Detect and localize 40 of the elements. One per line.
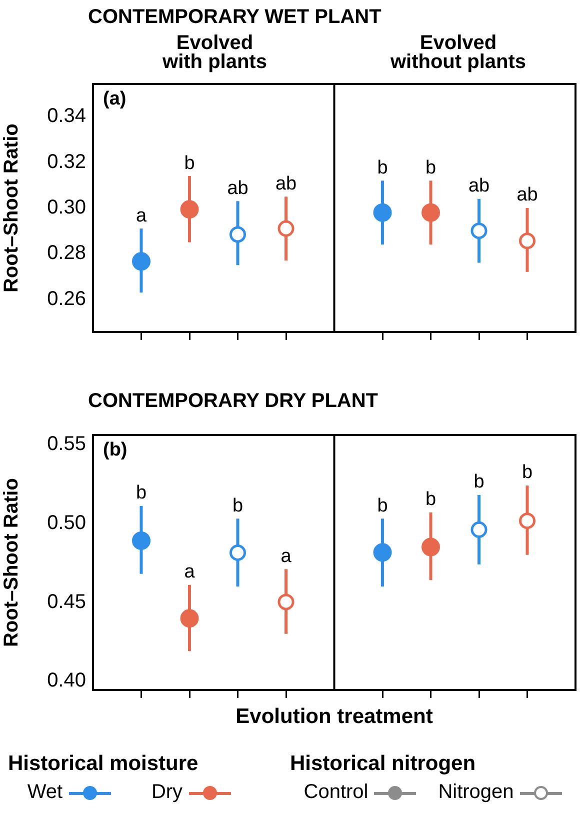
data-label: ab bbox=[468, 176, 490, 197]
y-axis-title: Root–Shoot Ratio bbox=[0, 124, 23, 292]
y-tick-label: 0.45 bbox=[47, 590, 86, 613]
y-tick-label: 0.34 bbox=[47, 105, 86, 128]
y-tick-label: 0.50 bbox=[47, 512, 86, 534]
y-axis-title: Root–Shoot Ratio bbox=[0, 478, 23, 647]
text: Historical nitrogen bbox=[290, 752, 477, 776]
data-label: ab bbox=[516, 184, 538, 206]
data-label: b bbox=[232, 495, 244, 516]
x-tick-label: Evolved without plants bbox=[389, 32, 528, 73]
category-label: Nitrogen bbox=[438, 781, 514, 803]
data-label: b bbox=[136, 482, 147, 504]
data-label: a bbox=[184, 562, 196, 583]
data-label: ab bbox=[275, 173, 297, 194]
data-label: b bbox=[377, 157, 388, 178]
annotation: (b) bbox=[103, 440, 128, 461]
legend-label: Dry bbox=[151, 781, 183, 803]
legend-title: Historical moisture bbox=[8, 752, 200, 776]
data-label: ab bbox=[227, 178, 248, 199]
y-tick-label: 0.28 bbox=[47, 242, 86, 264]
data-label: b bbox=[377, 495, 388, 516]
x-tick-label: Evolved with plants bbox=[162, 32, 268, 73]
chart-title: CONTEMPORARY DRY PLANT bbox=[88, 390, 378, 413]
annotation: (a) bbox=[103, 88, 126, 110]
data-label: a bbox=[136, 205, 147, 226]
data-label: b bbox=[425, 489, 436, 510]
data-label: b bbox=[425, 157, 436, 178]
y-tick-label: 0.55 bbox=[47, 432, 86, 455]
legend-label: Wet bbox=[27, 781, 63, 803]
y-tick-label: 0.32 bbox=[47, 150, 86, 173]
chart-title: CONTEMPORARY WET PLANT bbox=[88, 6, 382, 29]
data-label: a bbox=[280, 546, 292, 567]
category-label: Control bbox=[304, 781, 368, 803]
y-tick-label: 0.26 bbox=[47, 288, 86, 310]
data-label: b bbox=[522, 462, 533, 484]
x-axis-title: Evolution treatment bbox=[236, 705, 433, 728]
y-tick-label: 0.40 bbox=[47, 670, 86, 692]
y-tick-label: 0.30 bbox=[47, 196, 86, 219]
data-label: b bbox=[184, 152, 195, 174]
data-label: b bbox=[474, 472, 484, 493]
